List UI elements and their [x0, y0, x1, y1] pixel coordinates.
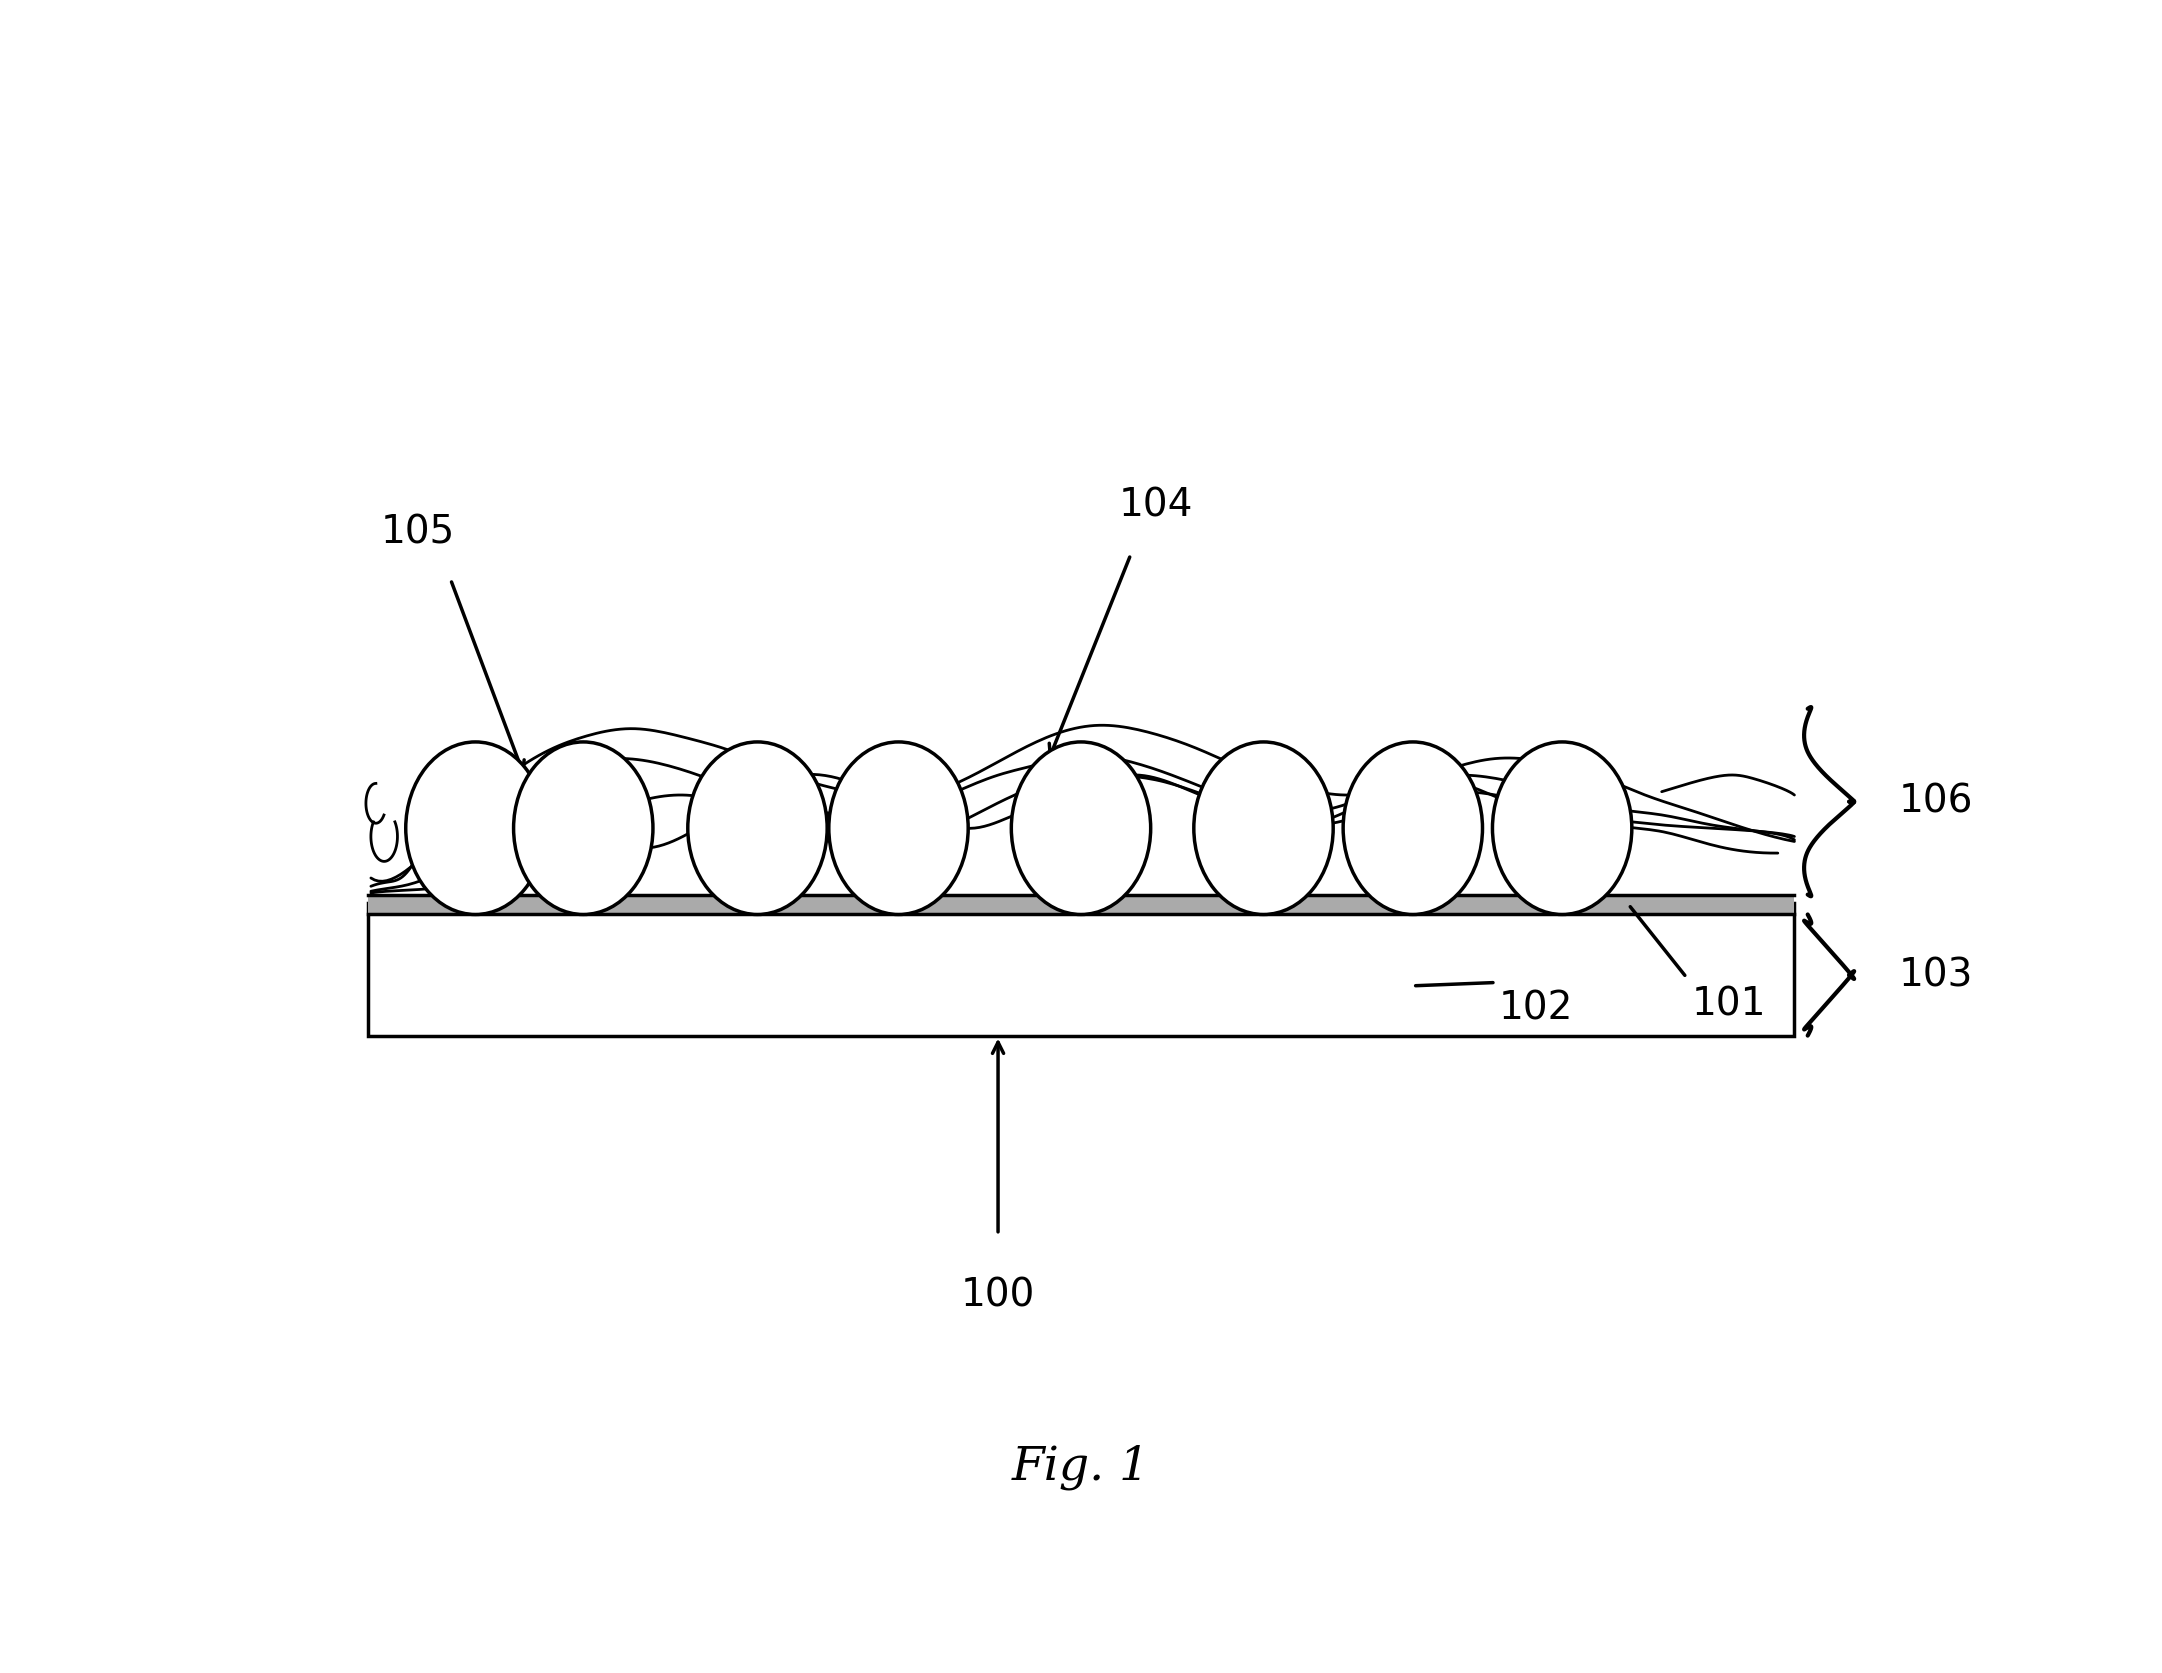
Bar [368, 903, 1794, 1036]
Text: 103: 103 [1898, 955, 1974, 994]
Text: 101: 101 [1691, 985, 1766, 1024]
Ellipse shape [1492, 741, 1632, 915]
Text: 106: 106 [1898, 783, 1974, 821]
Bar [368, 895, 1794, 915]
Text: 102: 102 [1498, 989, 1574, 1027]
Text: 105: 105 [381, 514, 454, 550]
Ellipse shape [1343, 741, 1483, 915]
Ellipse shape [828, 741, 969, 915]
Text: 104: 104 [1118, 487, 1193, 525]
Text: Fig. 1: Fig. 1 [1012, 1444, 1150, 1489]
Ellipse shape [406, 741, 545, 915]
Text: 100: 100 [960, 1276, 1036, 1315]
Ellipse shape [515, 741, 653, 915]
Ellipse shape [1012, 741, 1150, 915]
Ellipse shape [1193, 741, 1334, 915]
Ellipse shape [688, 741, 828, 915]
